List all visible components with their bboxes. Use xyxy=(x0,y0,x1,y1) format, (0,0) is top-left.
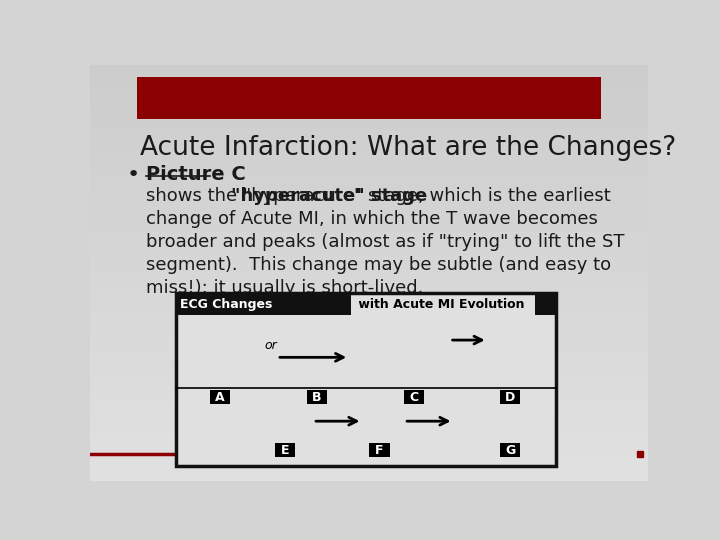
Bar xyxy=(404,390,423,404)
Bar xyxy=(274,443,294,457)
Text: ECG Changes: ECG Changes xyxy=(180,298,272,311)
Bar xyxy=(176,294,556,466)
Text: D: D xyxy=(505,390,516,403)
Text: G: G xyxy=(505,444,516,457)
Text: or: or xyxy=(264,339,277,352)
Text: Acute Infarction: What are the Changes?: Acute Infarction: What are the Changes? xyxy=(140,136,677,161)
Text: A: A xyxy=(215,390,225,403)
Text: F: F xyxy=(375,444,384,457)
Text: E: E xyxy=(280,444,289,457)
Bar xyxy=(138,77,600,119)
Text: shows the "hyperacute" stage, which is the earliest
change of Acute MI, in which: shows the "hyperacute" stage, which is t… xyxy=(145,187,624,297)
Text: C: C xyxy=(409,390,418,403)
Bar xyxy=(176,294,351,315)
Bar xyxy=(500,390,521,404)
Bar xyxy=(500,443,521,457)
Text: "hyperacute" stage: "hyperacute" stage xyxy=(231,187,428,205)
Bar xyxy=(307,390,327,404)
Bar xyxy=(369,443,390,457)
Text: with Acute MI Evolution: with Acute MI Evolution xyxy=(354,298,524,311)
Text: •: • xyxy=(126,165,140,185)
Bar xyxy=(210,390,230,404)
Bar xyxy=(535,294,556,315)
Text: B: B xyxy=(312,390,322,403)
Text: Picture C: Picture C xyxy=(145,165,246,184)
